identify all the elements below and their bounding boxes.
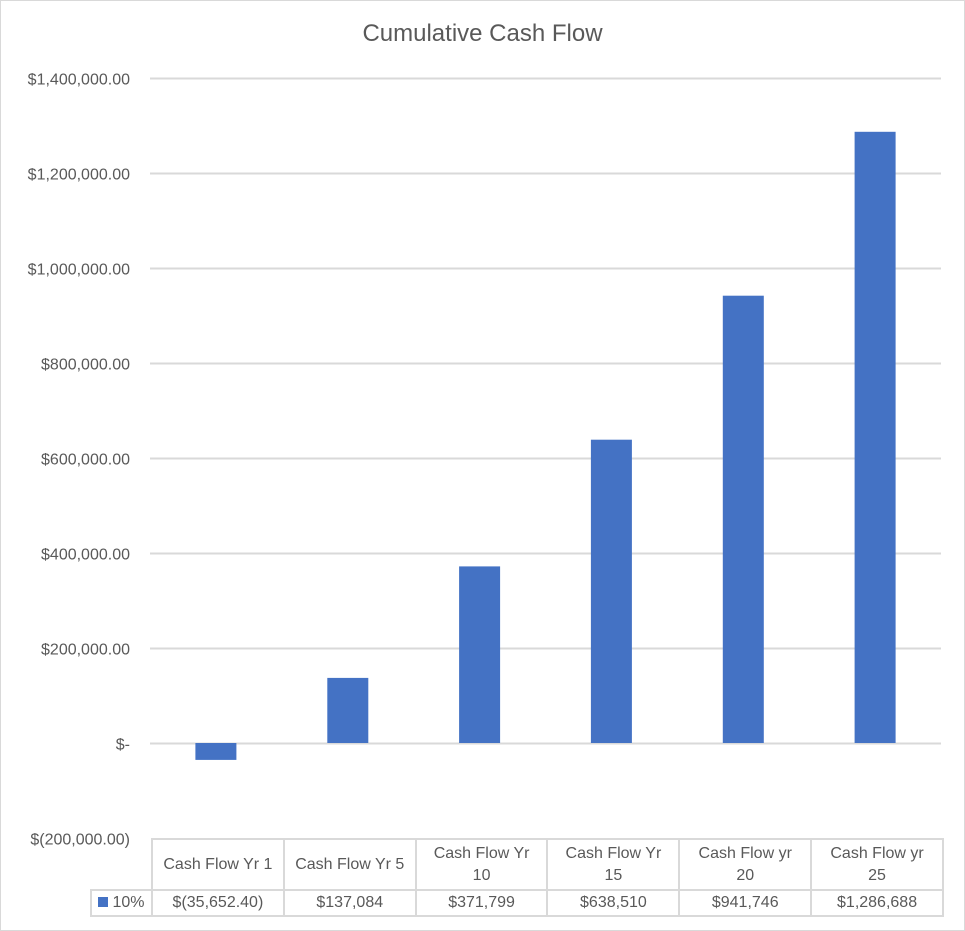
data-value-cell: $638,510 [546,889,681,917]
bar [195,743,237,760]
category-label-line: Cash Flow Yr [565,844,662,862]
data-table-corner [91,839,153,891]
data-value-cell: $371,799 [414,889,549,917]
y-tick-label: $1,200,000.00 [28,167,130,184]
category-label: Cash Flow Yr 5 [282,838,417,891]
data-value-cell: $1,286,688 [810,889,944,917]
bar [722,295,764,743]
y-tick-label: $- [116,737,130,754]
y-tick-label: $800,000.00 [41,357,130,374]
category-label-line: Cash Flow Yr 5 [295,855,405,873]
category-label-line: Cash Flow Yr 1 [163,855,273,873]
bar [327,677,369,743]
y-tick-label: $1,400,000.00 [28,72,130,89]
category-label: Cash Flow Yr 1 [151,838,285,891]
data-value-cell: $941,746 [678,889,813,917]
legend-key-icon [98,897,109,907]
bar [590,439,632,743]
data-table-value-row: 10% $(35,652.40) $137,084 $371,799 $638,510… [90,889,944,917]
legend-cell: 10% [90,889,153,917]
chart-title: Cumulative Cash Flow [362,20,603,47]
bar [459,566,501,743]
category-label: Cash Flow yr 25 [810,838,944,891]
category-label-line: Cash Flow yr [698,844,792,862]
category-label-line: Cash Flow yr [830,844,924,862]
y-tick-label: $200,000.00 [41,642,130,659]
data-value-cell: $137,084 [282,889,417,917]
category-label-line: 25 [868,866,886,884]
category-label-line: 15 [604,866,623,884]
data-table: Cash Flow Yr 1 Cash Flow Yr 5 Cash Flow Yr… [90,838,944,917]
category-label-line: Cash Flow Yr [433,844,530,862]
y-tick-label: $400,000.00 [41,547,130,564]
y-tick-label: $1,000,000.00 [28,262,130,279]
category-label: Cash Flow Yr 10 [414,838,549,891]
legend-label: 10% [112,894,145,911]
category-label: Cash Flow Yr 15 [546,838,681,891]
category-label-line: 10 [472,866,491,884]
data-value-cell: $(35,652.40) [151,889,285,917]
bar [854,131,896,744]
category-label: Cash Flow yr 20 [678,838,813,891]
category-label-line: 20 [736,866,755,884]
data-table-header-row: Cash Flow Yr 1 Cash Flow Yr 5 Cash Flow Yr… [91,838,944,891]
y-tick-label: $600,000.00 [41,452,130,469]
